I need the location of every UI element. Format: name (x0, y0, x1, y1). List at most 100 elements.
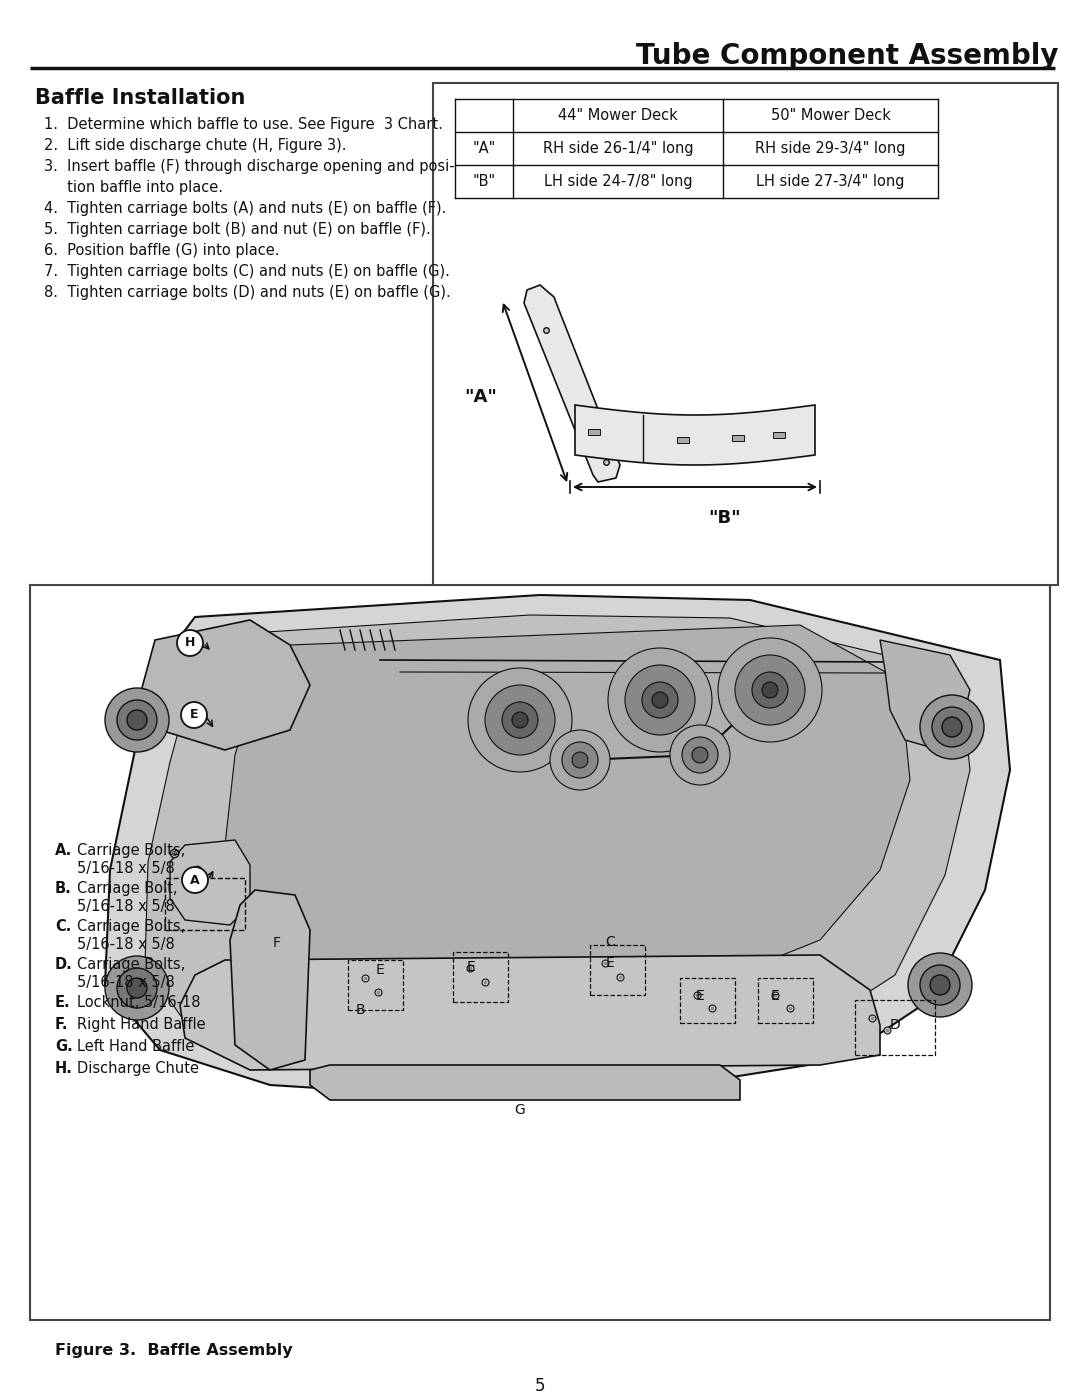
Text: B.: B. (55, 882, 71, 895)
Circle shape (642, 682, 678, 718)
Bar (453, 951, 508, 1002)
Text: H: H (185, 637, 195, 650)
Text: E: E (771, 989, 780, 1003)
Text: Carriage Bolts,: Carriage Bolts, (77, 957, 186, 972)
Text: LH side 27-3/4" long: LH side 27-3/4" long (756, 175, 905, 189)
Bar (758, 978, 813, 1023)
Text: 7.  Tighten carriage bolts (C) and nuts (E) on baffle (G).: 7. Tighten carriage bolts (C) and nuts (… (44, 264, 450, 279)
Text: "B": "B" (472, 175, 496, 189)
Circle shape (183, 868, 208, 893)
Circle shape (932, 707, 972, 747)
Text: A.: A. (55, 842, 72, 858)
Circle shape (652, 692, 669, 708)
Text: 5/16-18 x 5/8: 5/16-18 x 5/8 (77, 861, 175, 876)
Bar (773, 432, 785, 437)
Text: 44" Mower Deck: 44" Mower Deck (558, 108, 678, 123)
Polygon shape (170, 840, 249, 925)
Text: 5/16-18 x 5/8: 5/16-18 x 5/8 (77, 937, 175, 951)
Circle shape (512, 712, 528, 728)
Bar (30, 585, 1050, 1320)
Polygon shape (575, 405, 815, 465)
Text: 1.  Determine which baffle to use. See Figure  3 Chart.: 1. Determine which baffle to use. See Fi… (44, 117, 443, 131)
Circle shape (485, 685, 555, 754)
Circle shape (692, 747, 708, 763)
Bar (677, 437, 689, 443)
Text: 4.  Tighten carriage bolts (A) and nuts (E) on baffle (F).: 4. Tighten carriage bolts (A) and nuts (… (44, 201, 446, 217)
Circle shape (181, 703, 207, 728)
Text: Baffle Installation: Baffle Installation (35, 88, 245, 108)
Bar (589, 429, 600, 436)
Bar (590, 944, 645, 995)
Circle shape (127, 978, 147, 997)
Circle shape (930, 975, 950, 995)
Bar (348, 960, 403, 1010)
Polygon shape (880, 640, 970, 750)
Circle shape (117, 700, 157, 740)
Circle shape (942, 717, 962, 738)
Text: 5.  Tighten carriage bolt (B) and nut (E) on baffle (F).: 5. Tighten carriage bolt (B) and nut (E)… (44, 222, 431, 237)
Circle shape (608, 648, 712, 752)
Text: 5: 5 (535, 1377, 545, 1396)
Polygon shape (524, 285, 620, 482)
Circle shape (625, 665, 696, 735)
Circle shape (550, 731, 610, 789)
Text: "A": "A" (464, 388, 497, 407)
Text: LH side 24-7/8" long: LH side 24-7/8" long (543, 175, 692, 189)
Text: RH side 29-3/4" long: RH side 29-3/4" long (755, 141, 906, 156)
Text: E: E (606, 956, 615, 970)
Polygon shape (310, 1065, 740, 1099)
Circle shape (920, 965, 960, 1004)
Circle shape (670, 725, 730, 785)
Circle shape (735, 655, 805, 725)
Text: H.: H. (55, 1060, 72, 1076)
Text: Tube Component Assembly: Tube Component Assembly (635, 42, 1058, 70)
Text: F.: F. (55, 1017, 68, 1032)
Text: Locknut, 5/16-18: Locknut, 5/16-18 (77, 995, 201, 1010)
Text: D.: D. (55, 957, 72, 972)
Text: E: E (376, 963, 384, 977)
Text: G.: G. (55, 1039, 72, 1053)
Text: E.: E. (55, 995, 70, 1010)
Text: Figure 3.  Baffle Assembly: Figure 3. Baffle Assembly (55, 1343, 293, 1358)
Text: tion baffle into place.: tion baffle into place. (44, 180, 222, 196)
Circle shape (920, 694, 984, 759)
Bar (855, 1000, 935, 1055)
Text: E: E (190, 708, 199, 721)
Text: E: E (696, 989, 704, 1003)
Polygon shape (145, 615, 970, 1065)
Text: 2.  Lift side discharge chute (H, Figure 3).: 2. Lift side discharge chute (H, Figure … (44, 138, 347, 154)
Text: B: B (355, 1003, 365, 1017)
Text: 50" Mower Deck: 50" Mower Deck (770, 108, 890, 123)
Bar (680, 978, 735, 1023)
Text: 6.  Position baffle (G) into place.: 6. Position baffle (G) into place. (44, 243, 280, 258)
Polygon shape (140, 620, 310, 750)
Circle shape (718, 638, 822, 742)
Text: Discharge Chute: Discharge Chute (77, 1060, 199, 1076)
Text: F: F (273, 936, 281, 950)
Circle shape (468, 668, 572, 773)
Polygon shape (180, 956, 880, 1070)
Circle shape (908, 953, 972, 1017)
Bar (433, 82, 1058, 585)
Circle shape (562, 742, 598, 778)
Polygon shape (105, 595, 1010, 1095)
Text: Carriage Bolt,: Carriage Bolt, (77, 882, 177, 895)
Text: Carriage Bolts,: Carriage Bolts, (77, 919, 186, 935)
Circle shape (177, 630, 203, 657)
Text: E: E (467, 960, 475, 974)
Circle shape (762, 682, 778, 698)
Circle shape (502, 703, 538, 738)
Bar (165, 877, 245, 930)
Text: Right Hand Baffle: Right Hand Baffle (77, 1017, 205, 1032)
Text: G: G (515, 1104, 525, 1118)
Text: 3.  Insert baffle (F) through discharge opening and posi-: 3. Insert baffle (F) through discharge o… (44, 159, 455, 175)
Text: C.: C. (55, 919, 71, 935)
Text: C: C (605, 935, 615, 949)
Text: 5/16-18 x 5/8: 5/16-18 x 5/8 (77, 975, 175, 990)
Circle shape (105, 687, 168, 752)
Polygon shape (230, 890, 310, 1070)
Circle shape (572, 752, 588, 768)
Text: "A": "A" (472, 141, 496, 156)
Polygon shape (225, 624, 910, 985)
Text: 8.  Tighten carriage bolts (D) and nuts (E) on baffle (G).: 8. Tighten carriage bolts (D) and nuts (… (44, 285, 450, 300)
